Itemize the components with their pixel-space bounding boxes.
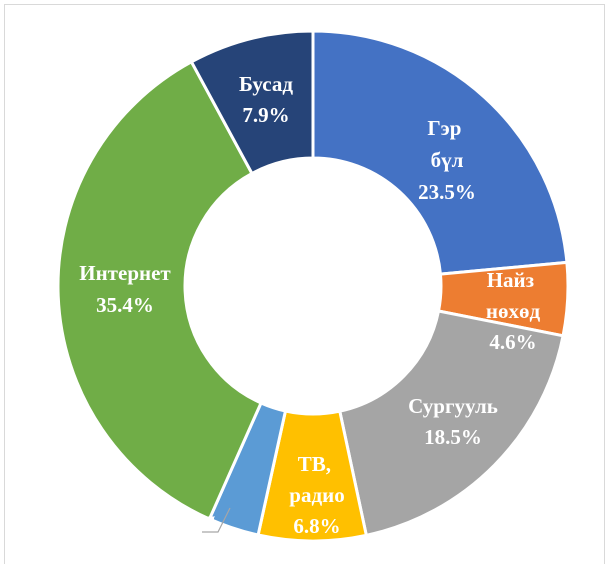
value-label: 7.9% [242,103,289,127]
slice-label: Гэр бүл [427,116,466,172]
slice-label: Найз нөхөд [486,268,541,323]
slice-label: Сургууль [408,394,498,418]
slice-label: Сонин, хэвлэл [80,507,215,531]
value-label: 18.5% [424,425,482,449]
value-label: 35.4% [96,293,154,317]
donut-slice [337,309,565,538]
value-label: 6.8% [293,514,340,538]
value-label: 4.6% [489,330,536,354]
donut-slice [311,29,569,276]
slice-label: Бусад [239,72,293,96]
donut-slice [56,59,263,522]
value-label: 23.5% [418,180,476,204]
slice-label: ТВ, радио [289,452,344,507]
value-label: 3.2% [124,535,171,559]
slice-label: Интернет [79,261,171,285]
leader-line [202,507,231,533]
donut-slice [189,29,315,176]
